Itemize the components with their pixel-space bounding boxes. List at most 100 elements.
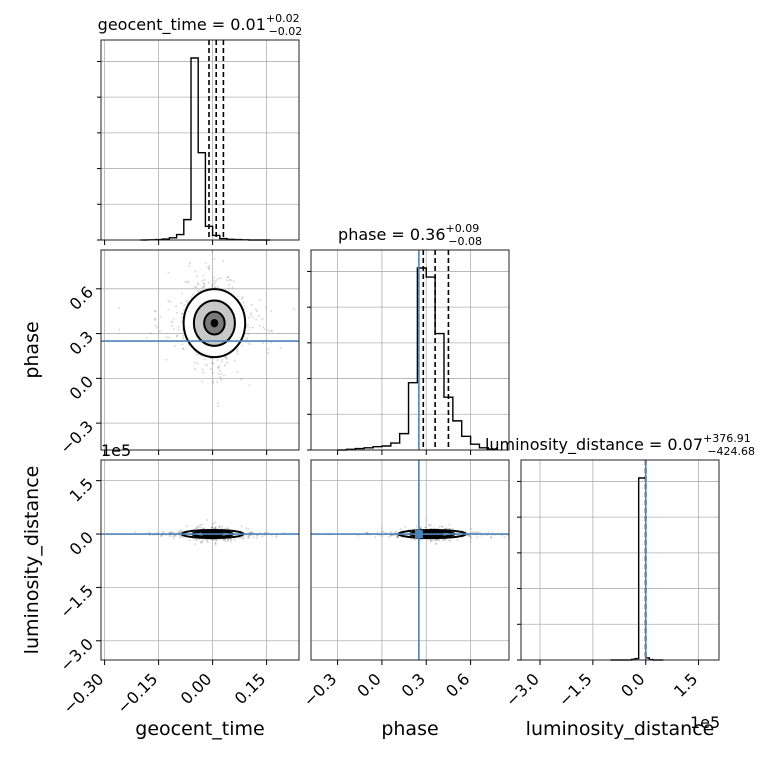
sample-point [202,274,205,277]
sample-point [247,316,250,319]
sample-point [195,353,198,356]
sample-point [154,324,157,327]
sample-point [212,380,215,383]
sample-point [241,296,244,299]
sample-point [249,314,252,317]
sample-point [182,337,185,340]
sample-point [232,280,235,283]
sample-point [167,299,170,302]
sample-point [194,270,197,273]
sample-point [203,286,206,289]
sample-point [221,358,224,361]
sample-point [214,542,217,545]
sample-point [162,531,165,534]
sample-point [197,282,200,285]
sample-point [261,318,264,321]
sample-point [156,326,159,329]
sample-point [201,368,204,371]
sample-point [170,324,173,327]
sample-point [181,343,184,346]
sample-point [176,311,179,314]
sample-point [250,312,253,315]
sample-point [212,279,215,282]
sample-point [227,287,230,290]
sample-point [219,376,222,379]
sample-point [172,328,175,331]
sample-point [195,538,198,541]
sample-point [203,527,206,530]
sample-point [191,293,194,296]
sample-point [222,259,225,262]
sample-point [165,358,168,361]
sample-point [204,262,207,265]
sample-point [179,536,182,539]
sample-point [201,380,204,383]
sample-point [195,285,198,288]
sample-point [173,344,176,347]
sample-point [223,374,226,377]
sample-point [270,309,273,312]
sample-point [242,301,245,304]
sample-point [247,536,250,539]
sample-point [218,365,221,368]
sample-point [247,329,250,332]
sample-point [212,382,215,385]
sample-point [264,306,267,309]
sample-point [210,284,213,287]
sample-point [236,350,239,353]
sample-point [255,536,258,539]
sample-point [251,316,254,319]
sample-point [186,280,189,283]
sample-point [172,535,175,538]
sample-point [270,341,273,344]
sample-point [182,536,185,539]
sample-point [214,280,217,283]
sample-point [216,405,219,408]
sample-point [247,333,250,336]
sample-point [212,522,215,525]
sample-point [223,538,226,541]
sample-point [214,526,217,529]
sample-point [213,286,216,289]
sample-point [240,297,243,300]
sample-point [250,303,253,306]
sample-point [165,336,168,339]
sample-point [226,276,229,279]
sample-point [181,292,184,295]
sample-point [160,534,163,537]
sample-point [243,304,246,307]
sample-point [177,531,180,534]
sample-point [180,316,183,319]
sample-point [212,282,215,285]
sample-point [159,315,162,318]
sample-point [145,337,148,340]
sample-point [212,539,215,542]
sample-point [180,529,183,532]
sample-point [196,362,199,365]
sample-point [193,367,196,370]
sample-point [264,531,267,534]
sample-point [257,314,260,317]
sample-point [216,402,219,405]
sample-point [211,285,214,288]
sample-point [176,334,179,337]
sample-point [210,526,213,529]
sample-point [197,525,200,528]
sample-point [177,531,180,534]
sample-point [248,343,251,346]
grid-layer [101,40,719,660]
sample-point [220,525,223,528]
sample-point [205,538,208,541]
sample-point [229,245,231,247]
sample-point [248,534,251,537]
sample-point [182,334,185,337]
sample-point [207,266,210,269]
sample-point [251,326,254,329]
sample-point [220,360,223,363]
sample-point [206,519,209,522]
sample-point [161,530,164,533]
sample-point [182,347,185,350]
sample-point [247,527,250,530]
sample-point [212,276,215,279]
sample-point [211,250,214,253]
